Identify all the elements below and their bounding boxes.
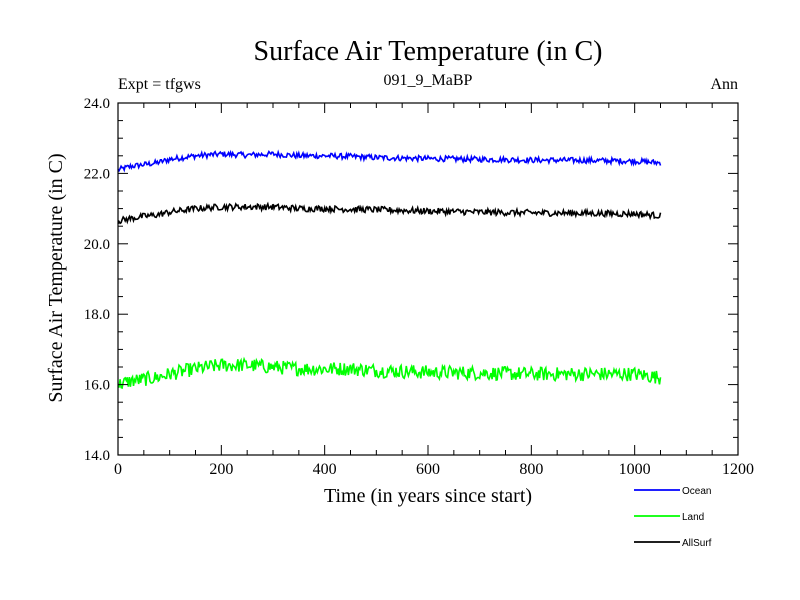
x-tick-label: 200 xyxy=(209,461,233,478)
y-tick-label: 24.0 xyxy=(84,96,110,112)
x-tick-label: 1200 xyxy=(722,461,754,478)
legend-label-ocean: Ocean xyxy=(682,486,711,497)
x-tick-label: 600 xyxy=(416,461,440,478)
x-tick-label: 1000 xyxy=(619,461,651,478)
plot-area xyxy=(117,149,662,390)
period-label: Ann xyxy=(710,76,738,93)
axes: 0 200 400 600 800 1000 1200 14.0 16.0 18.0 20.0 22.… xyxy=(84,96,754,478)
y-axis-label: Surface Air Temperature (in C) xyxy=(45,153,67,402)
series-line-ocean xyxy=(117,149,662,173)
y-tick-label: 14.0 xyxy=(84,448,110,464)
legend-label-land: Land xyxy=(682,512,704,523)
y-tick-label: 20.0 xyxy=(84,237,110,253)
x-tick-label: 0 xyxy=(114,461,122,478)
y-tick-label: 18.0 xyxy=(84,307,110,323)
series-line-allsurf xyxy=(117,201,662,225)
legend-label-allsurf: AllSurf xyxy=(682,538,712,549)
x-axis-label: Time (in years since start) xyxy=(324,485,532,507)
x-tick-label: 400 xyxy=(313,461,337,478)
y-tick-label: 22.0 xyxy=(84,166,110,182)
x-tick-label: 800 xyxy=(519,461,543,478)
chart-title: Surface Air Temperature (in C) xyxy=(254,36,603,67)
experiment-label: Expt = tfgws xyxy=(118,76,201,93)
legend: Ocean Land AllSurf xyxy=(634,486,712,549)
series-line-land xyxy=(117,356,662,390)
y-tick-label: 16.0 xyxy=(84,378,110,394)
chart-subtitle: 091_9_MaBP xyxy=(384,72,473,89)
